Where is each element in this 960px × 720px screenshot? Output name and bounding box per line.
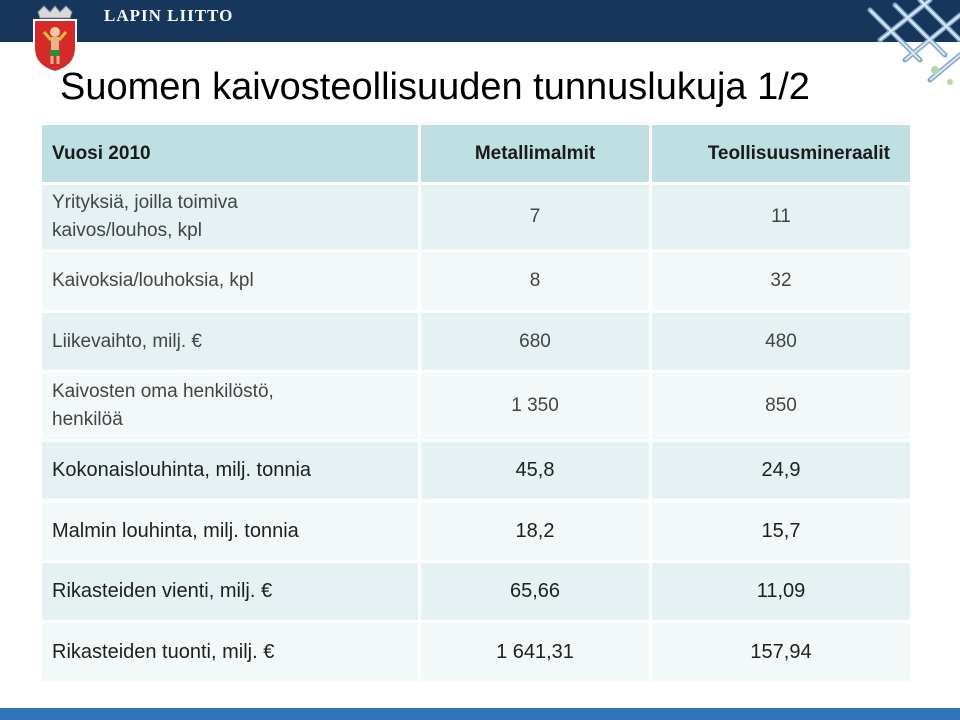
metal-value: 680 xyxy=(421,313,652,373)
industrial-value: 11 xyxy=(652,185,910,252)
table-row: Yrityksiä, joilla toimiva kaivos/louhos,… xyxy=(42,185,910,252)
row-label: Rikasteiden tuonti, milj. € xyxy=(42,623,421,684)
header-year: Vuosi 2010 xyxy=(42,125,421,185)
industrial-value: 480 xyxy=(652,313,910,373)
table-row: Rikasteiden tuonti, milj. € 1 641,31 157… xyxy=(42,623,910,684)
row-label: Kokonaislouhinta, milj. tonnia xyxy=(42,442,421,502)
industrial-value: 11,09 xyxy=(652,563,910,623)
brand-name: LAPIN LIITTO xyxy=(104,6,234,25)
industrial-value: 157,94 xyxy=(652,623,910,684)
metal-value: 8 xyxy=(421,252,652,313)
metal-value: 1 641,31 xyxy=(421,623,652,684)
top-banner xyxy=(0,0,960,42)
table-row: Kaivoksia/louhoksia, kpl 8 32 xyxy=(42,252,910,313)
table-header-row: Vuosi 2010 Metallimalmit Teollisuusminer… xyxy=(42,125,910,185)
table-row: Malmin louhinta, milj. tonnia 18,2 15,7 xyxy=(42,502,910,563)
metal-value: 65,66 xyxy=(421,563,652,623)
row-label: Kaivosten oma henkilöstö, henkilöä xyxy=(52,381,274,430)
industrial-value: 850 xyxy=(652,373,910,442)
table-row: Liikevaihto, milj. € 680 480 xyxy=(42,313,910,373)
industrial-value: 15,7 xyxy=(652,502,910,563)
metal-value: 45,8 xyxy=(421,442,652,502)
row-label: Yrityksiä, joilla toimiva kaivos/louhos,… xyxy=(52,192,238,241)
row-label: Kaivoksia/louhoksia, kpl xyxy=(42,252,421,313)
table-row: Kaivosten oma henkilöstö, henkilöä 1 350… xyxy=(42,373,910,442)
metal-value: 18,2 xyxy=(421,502,652,563)
page-title: Suomen kaivosteollisuuden tunnuslukuja 1… xyxy=(60,66,810,108)
row-label: Malmin louhinta, milj. tonnia xyxy=(42,502,421,563)
metal-value: 1 350 xyxy=(421,373,652,442)
mining-stats-table: Vuosi 2010 Metallimalmit Teollisuusminer… xyxy=(42,125,910,684)
header-industrial-minerals: Teollisuusmineraalit xyxy=(652,125,910,185)
industrial-value: 24,9 xyxy=(652,442,910,502)
row-label: Liikevaihto, milj. € xyxy=(42,313,421,373)
row-label: Rikasteiden vienti, milj. € xyxy=(42,563,421,623)
metal-value: 7 xyxy=(421,185,652,252)
table-row: Kokonaislouhinta, milj. tonnia 45,8 24,9 xyxy=(42,442,910,502)
industrial-value: 32 xyxy=(652,252,910,313)
footer-bar xyxy=(0,708,960,720)
header-metal-ores: Metallimalmit xyxy=(421,125,652,185)
ice-crystal-decoration-icon xyxy=(867,0,960,85)
lapland-coat-of-arms-icon xyxy=(33,5,77,74)
table-row: Rikasteiden vienti, milj. € 65,66 11,09 xyxy=(42,563,910,623)
